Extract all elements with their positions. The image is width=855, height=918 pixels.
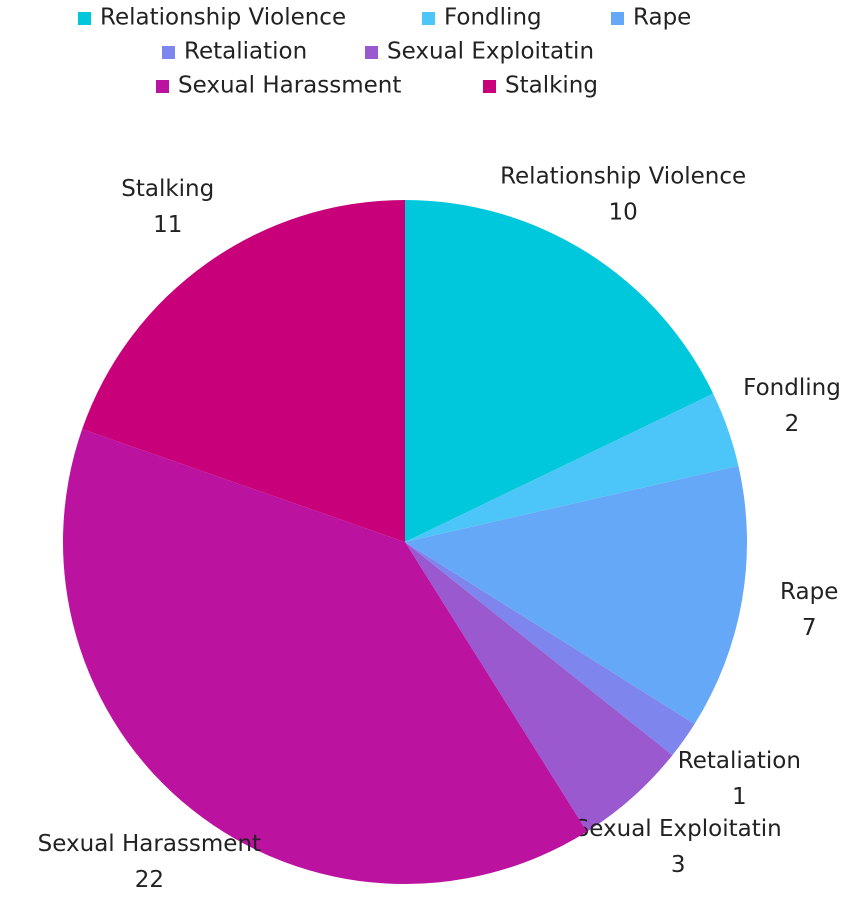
- legend-swatch: [483, 80, 496, 93]
- slice-value: 1: [732, 784, 747, 810]
- slice-label: Retaliation: [678, 748, 801, 774]
- legend-label: Sexual Exploitatin: [387, 39, 594, 65]
- legend-swatch: [156, 80, 169, 93]
- pie-slice: [63, 429, 587, 884]
- legend-swatch: [162, 46, 175, 59]
- pie-slice: [82, 199, 406, 543]
- legend-label: Fondling: [444, 5, 542, 31]
- slice-value: 22: [135, 867, 164, 893]
- slice-value: 11: [153, 212, 182, 238]
- pie-slice: [405, 465, 747, 724]
- pie-slice: [405, 200, 714, 542]
- legend-label: Retaliation: [184, 39, 307, 65]
- slice-label: Rape: [780, 579, 838, 605]
- slice-value: 7: [802, 615, 817, 641]
- pie-slice: [405, 393, 739, 542]
- legend-label: Rape: [633, 5, 691, 31]
- pie-slice: [405, 542, 673, 832]
- legend-label: Sexual Harassment: [178, 73, 401, 99]
- legend-label: Relationship Violence: [100, 5, 346, 31]
- pie-slice: [405, 542, 695, 756]
- slice-label: Sexual Exploitatin: [575, 816, 782, 842]
- slice-label: Fondling: [743, 375, 841, 401]
- slice-value: 3: [671, 852, 686, 878]
- legend-swatch: [78, 12, 91, 25]
- legend-swatch: [365, 46, 378, 59]
- slice-value: 2: [785, 411, 800, 437]
- legend-swatch: [611, 12, 624, 25]
- slice-label: Relationship Violence: [500, 163, 746, 189]
- slice-value: 10: [608, 199, 637, 225]
- legend-label: Stalking: [505, 73, 598, 99]
- legend-swatch: [422, 12, 435, 25]
- slice-label: Stalking: [121, 176, 214, 202]
- slice-label: Sexual Harassment: [38, 831, 261, 857]
